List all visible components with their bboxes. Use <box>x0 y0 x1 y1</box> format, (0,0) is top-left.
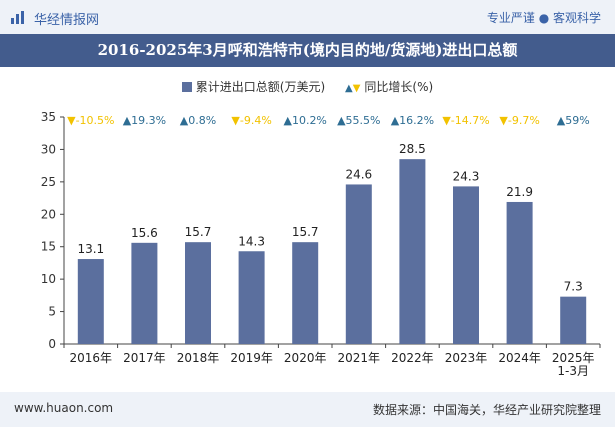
x-tick-label: 2021年 <box>338 351 381 365</box>
x-tick-label: 2025年 <box>552 351 595 365</box>
bar <box>238 251 265 344</box>
growth-label: ▼-9.7% <box>499 114 539 127</box>
y-tick-label: 35 <box>41 110 56 124</box>
logo-icon <box>11 11 24 24</box>
bar-value-label: 13.1 <box>77 242 104 256</box>
up-triangle-icon: ▲ <box>345 83 353 94</box>
bar <box>453 186 479 344</box>
bar-value-label: 15.6 <box>131 226 158 240</box>
x-tick-label: 2023年 <box>445 351 488 365</box>
x-tick-label: 2020年 <box>284 351 327 365</box>
y-tick-label: 20 <box>41 207 56 221</box>
bar <box>345 184 372 344</box>
legend-swatch <box>181 82 192 92</box>
brand-name: 华经情报网 <box>34 13 100 28</box>
bar-value-label: 14.3 <box>238 234 265 248</box>
legend-label-total: 累计进出口总额(万美元) <box>195 80 326 94</box>
y-tick-label: 0 <box>48 337 56 351</box>
y-tick-label: 10 <box>41 272 56 286</box>
growth-label: ▲10.2% <box>283 114 326 127</box>
title-bar <box>0 34 615 67</box>
growth-label: ▲55.5% <box>337 114 380 127</box>
growth-label: ▲59% <box>557 114 590 127</box>
website-url: www.huaon.com <box>14 401 114 415</box>
down-triangle-icon: ▼ <box>352 83 361 94</box>
growth-label: ▼-10.5% <box>67 114 114 127</box>
y-tick-label: 5 <box>48 305 56 319</box>
slogan: 专业严谨 ● 客观科学 <box>486 11 601 25</box>
y-tick-label: 15 <box>41 240 56 254</box>
bar-value-label: 15.7 <box>185 225 212 239</box>
legend-item-total: 累计进出口总额(万美元) <box>181 80 329 94</box>
growth-label: ▲0.8% <box>180 114 216 127</box>
chart-title: 2016-2025年3月呼和浩特市(境内目的地/货源地)进出口总额 <box>97 41 518 59</box>
bar-value-label: 15.7 <box>292 225 319 239</box>
growth-label: ▲16.2% <box>391 114 434 127</box>
bar-value-label: 7.3 <box>564 280 583 294</box>
bar <box>185 242 211 344</box>
bar <box>292 242 319 344</box>
bar-value-label: 24.3 <box>453 169 480 183</box>
bar <box>506 201 533 344</box>
legend-item-growth: ▲▼ 同比增长(%) <box>345 80 433 94</box>
x-tick-label: 2018年 <box>177 351 220 365</box>
chart-legend: 累计进出口总额(万美元) ▲▼ 同比增长(%) <box>0 78 615 95</box>
bar <box>77 259 104 344</box>
data-source: 数据来源：中国海关，华经产业研究院整理 <box>372 403 601 417</box>
x-tick-label: 2016年 <box>70 351 113 365</box>
bar-chart: 0 5 10 15 20 25 30 35 13.1 2016年 ▼-10.5% 15.6 2017年 ▲… <box>41 110 601 378</box>
legend-label-growth: 同比增长(%) <box>364 80 434 94</box>
bar-value-label: 21.9 <box>506 185 533 199</box>
growth-label: ▼-14.7% <box>442 114 489 127</box>
x-tick-label: 1-3月 <box>557 364 589 378</box>
bar <box>560 296 587 344</box>
growth-label: ▲19.3% <box>123 114 166 127</box>
bar <box>399 159 426 344</box>
bar <box>131 242 158 344</box>
x-tick-label: 2022年 <box>391 351 434 365</box>
y-tick-label: 30 <box>41 142 56 156</box>
x-tick-label: 2019年 <box>230 351 273 365</box>
growth-label: ▼-9.4% <box>231 114 271 127</box>
bar-value-label: 28.5 <box>399 142 426 156</box>
footer-bar <box>0 392 615 427</box>
x-tick-label: 2024年 <box>498 351 541 365</box>
x-tick-label: 2017年 <box>123 351 166 365</box>
header-bar: 华经情报网 专业严谨 ● 客观科学 <box>0 0 615 34</box>
bar-value-label: 24.6 <box>345 167 372 181</box>
y-tick-label: 25 <box>41 175 56 189</box>
